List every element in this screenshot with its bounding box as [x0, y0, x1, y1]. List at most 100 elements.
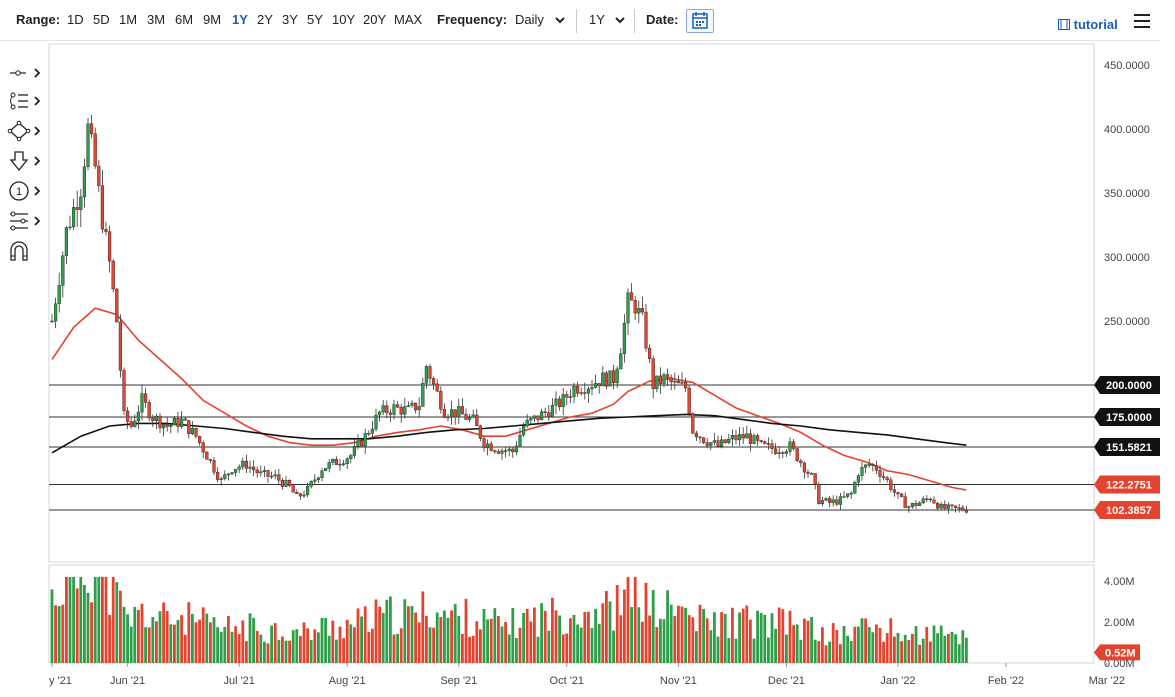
volume-bar[interactable] [777, 607, 781, 663]
volume-bar[interactable] [518, 627, 522, 663]
candle[interactable] [514, 445, 518, 453]
volume-bar[interactable] [79, 576, 83, 663]
candle[interactable] [766, 443, 770, 445]
volume-bar[interactable] [403, 599, 407, 663]
volume-bar[interactable] [435, 612, 439, 663]
candle[interactable] [428, 366, 432, 379]
candle[interactable] [961, 507, 965, 511]
candle[interactable] [637, 308, 641, 314]
candle[interactable] [964, 510, 968, 513]
candle[interactable] [115, 288, 119, 323]
volume-bar[interactable] [399, 628, 403, 663]
candle[interactable] [273, 474, 277, 477]
range-button-5d[interactable]: 5D [93, 12, 110, 27]
volume-bar[interactable] [169, 624, 173, 663]
volume-bar[interactable] [122, 606, 126, 663]
volume-bar[interactable] [543, 610, 547, 663]
volume-bar[interactable] [709, 630, 713, 663]
candle[interactable] [396, 404, 400, 408]
candle[interactable] [172, 418, 176, 426]
candle[interactable] [360, 440, 364, 447]
frequency-select[interactable]: Daily [515, 12, 544, 27]
volume-bar[interactable] [605, 590, 608, 663]
volume-bar[interactable] [50, 589, 54, 663]
volume-bar[interactable] [360, 616, 363, 663]
volume-bar[interactable] [223, 626, 227, 663]
volume-bar[interactable] [133, 606, 137, 663]
candle[interactable] [820, 500, 824, 505]
candle[interactable] [385, 405, 389, 414]
volume-bar[interactable] [299, 635, 302, 663]
candle[interactable] [511, 448, 515, 453]
volume-bar[interactable] [68, 576, 72, 663]
candle[interactable] [705, 442, 709, 446]
volume-bar[interactable] [313, 629, 317, 663]
volume-bar[interactable] [803, 618, 806, 663]
volume-bar[interactable] [119, 590, 122, 663]
candle[interactable] [370, 428, 374, 434]
volume-bar[interactable] [893, 636, 896, 663]
candle[interactable] [507, 448, 511, 451]
candle[interactable] [334, 458, 338, 465]
candle[interactable] [712, 440, 716, 443]
volume-bar[interactable] [288, 640, 291, 663]
volume-bar[interactable] [126, 614, 129, 663]
volume-bar[interactable] [525, 608, 529, 663]
volume-bar[interactable] [144, 627, 147, 663]
volume-bar[interactable] [57, 605, 61, 663]
candle[interactable] [536, 415, 540, 421]
volume-bar[interactable] [828, 641, 831, 663]
candle[interactable] [233, 469, 238, 473]
volume-bar[interactable] [734, 638, 738, 663]
volume-bar[interactable] [943, 635, 947, 663]
volume-bar[interactable] [237, 633, 241, 663]
candle[interactable] [784, 451, 788, 454]
candle[interactable] [950, 504, 954, 507]
candle[interactable] [75, 207, 79, 210]
candle[interactable] [727, 438, 731, 444]
candle[interactable] [356, 440, 360, 447]
candle[interactable] [302, 494, 306, 497]
candle[interactable] [352, 445, 356, 456]
volume-bar[interactable] [533, 607, 536, 663]
volume-bar[interactable] [381, 612, 385, 663]
volume-bar[interactable] [471, 635, 475, 663]
range-button-20y[interactable]: 20Y [363, 12, 387, 27]
candle[interactable] [914, 503, 918, 506]
candle[interactable] [432, 378, 436, 385]
candle[interactable] [795, 448, 799, 462]
candle[interactable] [349, 455, 353, 459]
volume-bar[interactable] [389, 596, 392, 663]
volume-bar[interactable] [860, 618, 864, 663]
candle[interactable] [788, 441, 792, 452]
candle[interactable] [298, 493, 302, 497]
volume-bar[interactable] [619, 615, 623, 663]
volume-bar[interactable] [90, 602, 93, 663]
volume-bar[interactable] [702, 608, 705, 663]
volume-bar[interactable] [363, 606, 367, 663]
volume-bar[interactable] [108, 614, 111, 663]
candle[interactable] [907, 506, 911, 509]
volume-bar[interactable] [745, 605, 749, 663]
volume-bar[interactable] [111, 576, 115, 663]
volume-bar[interactable] [662, 619, 666, 663]
volume-bar[interactable] [810, 617, 813, 663]
candle[interactable] [921, 498, 925, 504]
candle[interactable] [219, 478, 223, 480]
candle[interactable] [680, 382, 684, 384]
candle[interactable] [129, 421, 133, 427]
candle[interactable] [604, 372, 608, 387]
candle[interactable] [558, 398, 562, 407]
candle[interactable] [684, 382, 688, 389]
candle[interactable] [179, 418, 184, 427]
candle[interactable] [871, 464, 875, 466]
candle[interactable] [882, 476, 886, 478]
volume-bar[interactable] [597, 623, 601, 663]
candle[interactable] [320, 470, 324, 479]
candle[interactable] [140, 393, 144, 413]
volume-bar[interactable] [932, 625, 936, 663]
volume-bar[interactable] [763, 614, 767, 663]
candle[interactable] [118, 321, 122, 371]
volume-bar[interactable] [162, 602, 165, 663]
volume-bar[interactable] [338, 626, 342, 663]
